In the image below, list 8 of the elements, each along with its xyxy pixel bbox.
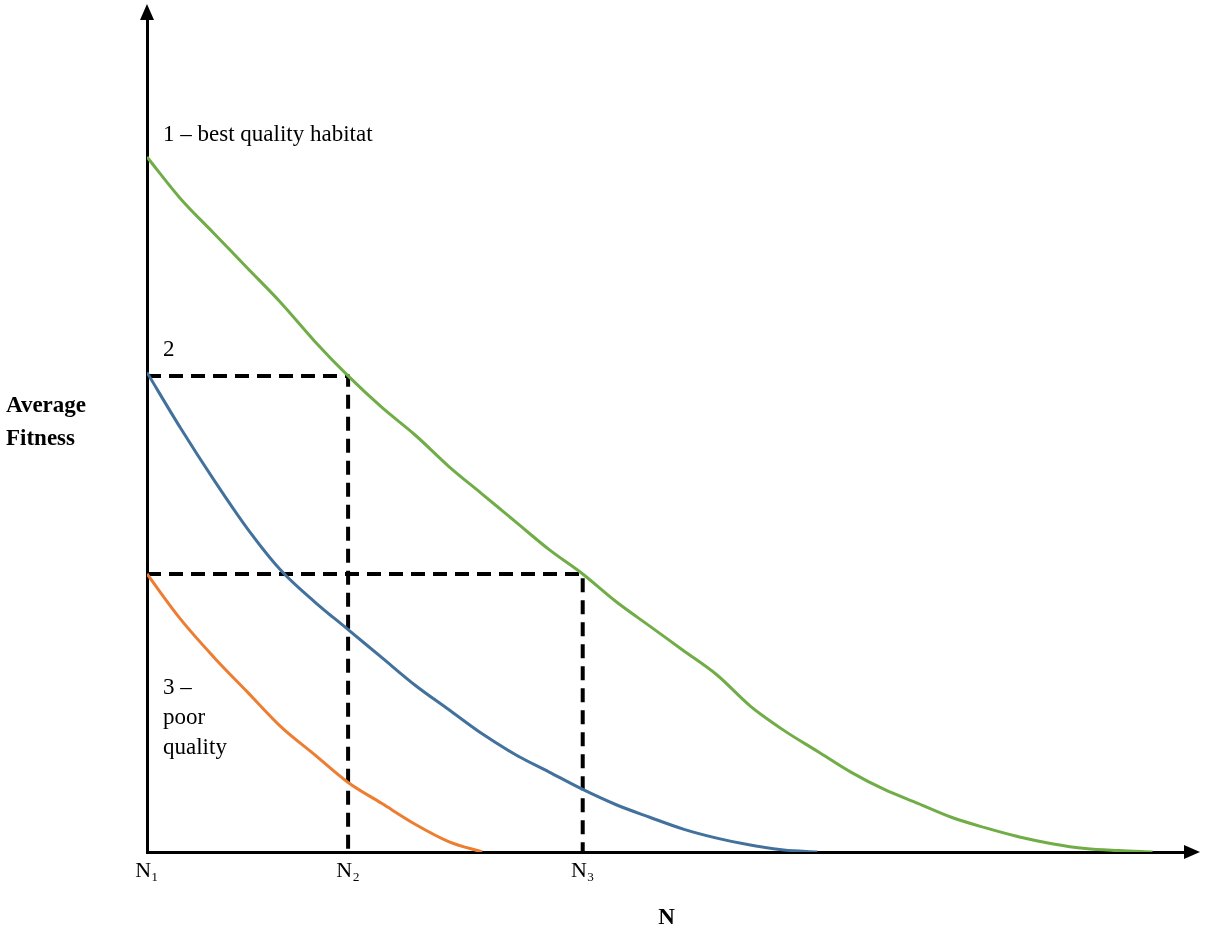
series-label: 2 [163, 336, 175, 362]
x-tick-label: N₂ [336, 856, 360, 882]
x-tick-label: N₃ [570, 856, 595, 882]
x-axis-title: N [658, 904, 676, 930]
series-label: 3 – poor quality [163, 674, 228, 759]
y-axis-title: Average Fitness [6, 391, 88, 452]
series-label: 1 – best quality habitat [163, 121, 374, 146]
x-tick-label: N₁ [135, 856, 159, 882]
